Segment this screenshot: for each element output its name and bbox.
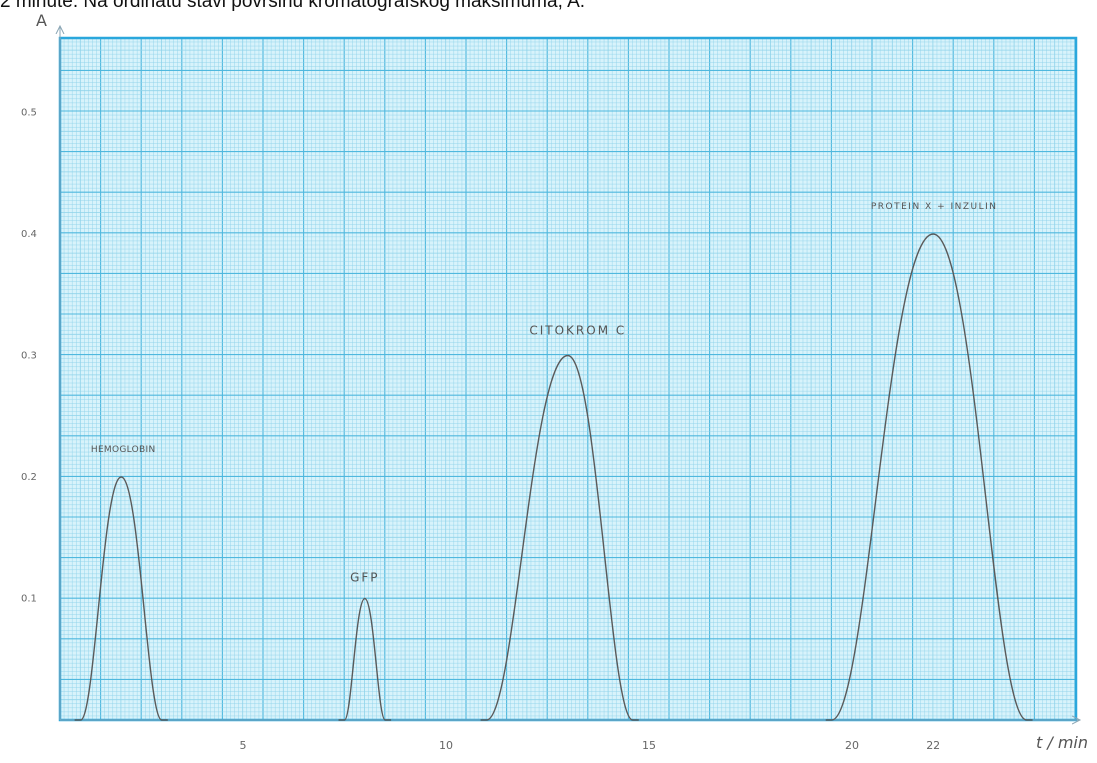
- peak-label: CITOKROM C: [529, 324, 626, 338]
- x-axis-label: t / min: [1036, 733, 1088, 752]
- x-tick-label: 20: [845, 739, 859, 752]
- y-tick-label: 0.3: [21, 351, 37, 362]
- y-tick-label: 0.1: [21, 594, 37, 605]
- y-tick-label: 0.4: [21, 229, 37, 240]
- peak-label: GFP: [350, 571, 379, 585]
- y-tick-label: 0.2: [21, 472, 37, 483]
- y-tick-label: 0.5: [21, 108, 37, 119]
- grid-lines: [59, 37, 1076, 721]
- figure-caption: 2 minute. Na ordinatu stavi površinu kro…: [0, 0, 586, 12]
- x-tick-label: 22: [926, 739, 940, 752]
- peak-curves: [74, 233, 1033, 721]
- tick-labels: 0.1 0.2 0.3 0.4 0.5 5 10 15 20 22: [21, 108, 940, 753]
- peak-curve: [74, 476, 168, 721]
- peak-curve: [338, 597, 392, 721]
- peak-label: HEMOGLOBIN: [91, 445, 156, 455]
- y-axis-label: A: [36, 11, 47, 30]
- peak-curve: [825, 233, 1033, 721]
- peak-labels: HEMOGLOBIN GFP CITOKROM C PROTEIN X + INZUL…: [91, 202, 998, 585]
- x-tick-label: 15: [642, 739, 656, 752]
- x-tick-label: 5: [240, 739, 247, 752]
- x-tick-label: 10: [439, 739, 453, 752]
- peak-label: PROTEIN X + INZULIN: [871, 202, 998, 212]
- peak-curve: [480, 354, 639, 721]
